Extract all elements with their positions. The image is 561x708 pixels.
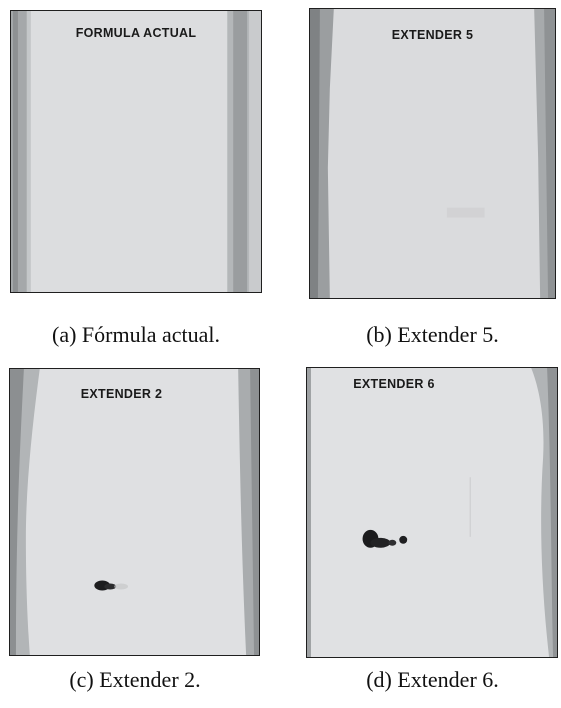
photo-label: EXTENDER 2: [80, 387, 163, 401]
panel-c-photo: [10, 369, 259, 655]
photo-formula-actual: FORMULA ACTUAL: [10, 10, 262, 293]
photo-label: EXTENDER 6: [353, 377, 435, 391]
panel-a-photo: [11, 11, 261, 292]
photo-extender-6: EXTENDER 6: [306, 367, 558, 658]
caption-c: (c) Extender 2.: [69, 667, 201, 692]
photo-label: EXTENDER 5: [391, 28, 474, 42]
panel-d-photo: [307, 368, 557, 657]
caption-b: (b) Extender 5.: [366, 322, 499, 347]
panel-b-photo: [310, 9, 555, 298]
caption-d: (d) Extender 6.: [366, 667, 499, 692]
photo-extender-2: EXTENDER 2: [9, 368, 260, 656]
photo-extender-5: EXTENDER 5: [309, 8, 556, 299]
caption-a: (a) Fórmula actual.: [52, 322, 220, 347]
photo-label: FORMULA ACTUAL: [75, 26, 197, 40]
